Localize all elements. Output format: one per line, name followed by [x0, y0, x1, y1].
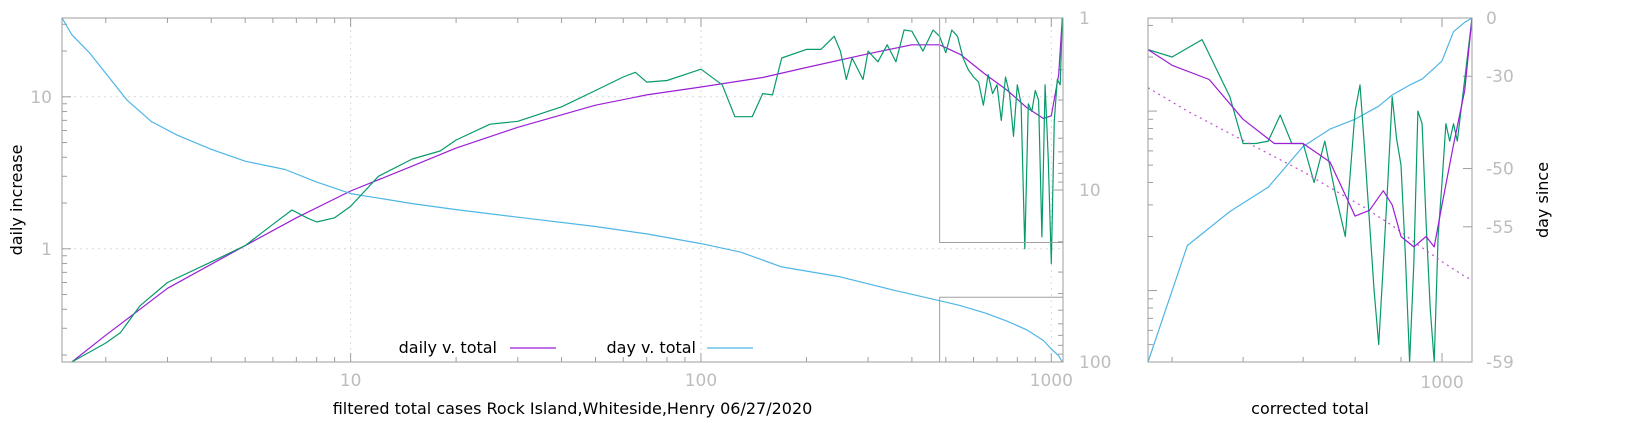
main-x-tick-label: 100	[685, 371, 717, 391]
main-y2-tick-label: 10	[1079, 181, 1101, 201]
main-grid	[62, 18, 1063, 362]
side-series-day-line	[1147, 17, 1473, 363]
main-y-tick-label: 10	[30, 88, 52, 108]
main-plot-frame	[61, 17, 1064, 363]
side-y2-tick-label: 0	[1486, 9, 1497, 29]
main-x-tick-label: 10	[340, 371, 362, 391]
side-series-smoothed-line	[1147, 17, 1473, 248]
side-x-tick-label: 1000	[1420, 373, 1463, 393]
side-chart: 1000 0 -30 -50 -55 -59 corrected total day si…	[1147, 9, 1552, 418]
main-y2-tick-label: 100	[1079, 353, 1111, 373]
main-ticks: 10 100 1000 1 10 1 10 100	[30, 9, 1111, 391]
side-ticks: 1000 0 -30 -50 -55 -59	[1148, 9, 1514, 393]
side-x-axis-label: corrected total	[1251, 399, 1369, 418]
main-x-tick-label: 1000	[1030, 371, 1073, 391]
main-insets	[939, 18, 1063, 362]
main-series	[61, 17, 1063, 363]
main-y-tick-label: 1	[41, 240, 52, 260]
main-chart: 10 100 1000 1 10 1 10 100 filtered total cases …	[7, 9, 1111, 418]
side-y2-tick-label: -30	[1486, 67, 1514, 87]
legend-entry-daily-label: daily v. total	[399, 338, 497, 357]
inset-outline-upper	[939, 18, 1063, 244]
legend-entry-day-label: day v. total	[607, 338, 697, 357]
main-x-axis-label: filtered total cases Rock Island,Whitesi…	[333, 399, 813, 418]
main-y-axis-label: daily increase	[7, 145, 26, 256]
series-day-v-total-line	[61, 17, 1063, 363]
side-y2-tick-label: -59	[1486, 353, 1514, 373]
side-y2-tick-label: -55	[1486, 218, 1514, 238]
series-daily-v-total-line	[71, 17, 1063, 363]
side-series	[1147, 17, 1473, 363]
side-y2-tick-label: -50	[1486, 160, 1514, 180]
main-y2-tick-label: 1	[1079, 9, 1090, 29]
side-series-trend-dotted-line	[1147, 87, 1473, 281]
side-series-raw-line	[1147, 17, 1473, 363]
side-y2-axis-label: day since	[1533, 162, 1552, 238]
inset-outline-lower	[939, 296, 1063, 362]
legend: daily v. total day v. total	[399, 338, 753, 357]
series-raw-daily-line	[71, 17, 1063, 363]
side-plot-frame	[1147, 17, 1473, 363]
